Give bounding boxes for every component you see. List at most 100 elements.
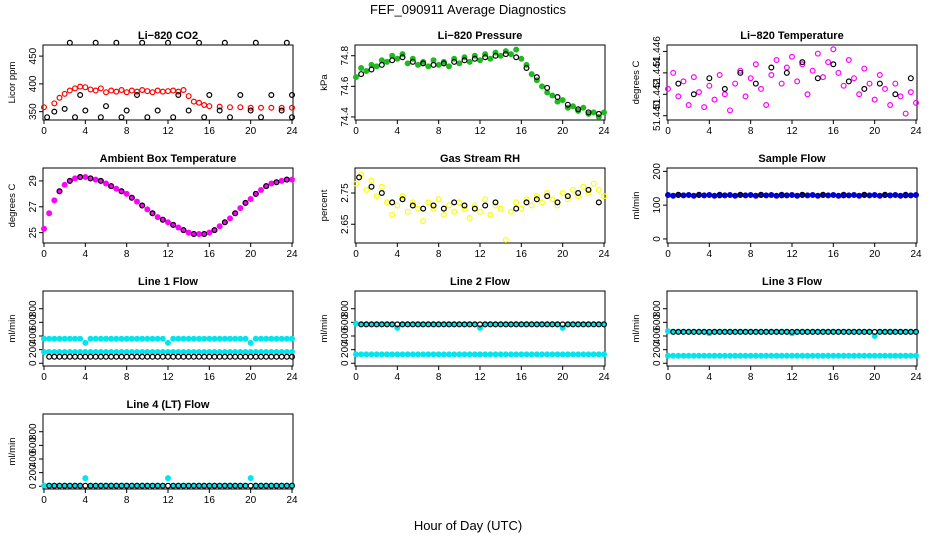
series-1	[358, 321, 607, 328]
y-axis-label: ml/min	[631, 192, 642, 220]
data-point	[108, 183, 115, 190]
data-point	[134, 198, 141, 205]
data-point	[92, 39, 99, 46]
data-point	[742, 192, 749, 199]
data-point	[804, 192, 811, 199]
data-point	[912, 352, 919, 359]
data-point	[580, 183, 587, 190]
data-point	[358, 71, 365, 78]
data-point	[216, 223, 223, 230]
data-point	[180, 335, 187, 342]
data-point	[273, 353, 280, 360]
data-point	[850, 75, 857, 82]
data-point	[492, 199, 499, 206]
data-point	[492, 202, 499, 209]
data-point	[912, 328, 919, 335]
data-point	[907, 352, 914, 359]
data-point	[404, 351, 411, 358]
data-point	[87, 175, 94, 182]
data-point	[508, 208, 515, 215]
data-point	[757, 85, 764, 92]
data-point	[726, 192, 733, 199]
data-point	[897, 93, 904, 100]
data-point	[664, 85, 671, 92]
data-point	[258, 335, 265, 342]
data-point	[711, 96, 718, 103]
data-point	[409, 199, 416, 206]
data-point	[706, 75, 713, 82]
data-point	[461, 205, 468, 212]
data-point	[196, 349, 203, 356]
data-point	[123, 349, 130, 356]
data-point	[670, 69, 677, 76]
y-tick-label: 29	[28, 175, 39, 187]
data-point	[590, 351, 597, 358]
data-point	[747, 75, 754, 82]
data-point	[497, 52, 504, 59]
data-point	[415, 61, 422, 68]
data-point	[871, 192, 878, 199]
y-tick-label: 200	[28, 341, 39, 358]
data-point	[175, 353, 182, 360]
data-point	[201, 101, 208, 108]
data-point	[237, 353, 244, 360]
data-point	[123, 89, 130, 96]
series-1	[675, 59, 914, 98]
data-point	[77, 83, 84, 90]
x-tick-label: 0	[41, 126, 47, 137]
data-point	[242, 335, 249, 342]
data-point	[466, 215, 473, 222]
data-point	[170, 353, 177, 360]
x-tick-label: 20	[245, 249, 257, 260]
x-tick-label: 8	[436, 126, 442, 137]
y-axis-label: ml/min	[7, 438, 18, 466]
figure-title: FEF_090911 Average Diagnostics	[370, 2, 567, 17]
data-point	[451, 351, 458, 358]
data-point	[819, 74, 826, 81]
data-point	[82, 107, 89, 114]
data-point	[118, 114, 125, 121]
data-point	[799, 192, 806, 199]
data-point	[149, 349, 156, 356]
data-point	[768, 352, 775, 359]
data-point	[71, 335, 78, 342]
data-point	[732, 192, 739, 199]
data-point	[788, 352, 795, 359]
data-point	[196, 353, 203, 360]
x-tick-label: 24	[910, 126, 922, 137]
data-point	[690, 192, 697, 199]
data-point	[752, 80, 759, 87]
data-point	[237, 104, 244, 111]
data-point	[232, 210, 239, 217]
x-tick-label: 0	[665, 126, 671, 137]
data-point	[61, 105, 68, 112]
data-point	[564, 196, 571, 203]
data-point	[554, 202, 561, 209]
data-point	[71, 349, 78, 356]
data-point	[113, 349, 120, 356]
data-point	[61, 349, 68, 356]
data-point	[206, 103, 213, 110]
data-point	[440, 205, 447, 212]
data-point	[242, 353, 249, 360]
data-point	[711, 352, 718, 359]
data-point	[538, 83, 545, 90]
data-point	[247, 475, 254, 482]
data-point	[482, 202, 489, 209]
data-point	[102, 349, 109, 356]
data-point	[435, 351, 442, 358]
data-point	[201, 353, 208, 360]
data-point	[66, 39, 73, 46]
x-tick-label: 0	[665, 372, 671, 383]
data-point	[446, 63, 453, 70]
data-point	[77, 174, 84, 181]
data-point	[97, 85, 104, 92]
data-point	[523, 199, 530, 206]
data-point	[206, 353, 213, 360]
data-point	[585, 190, 592, 197]
data-point	[664, 352, 671, 359]
data-point	[835, 192, 842, 199]
data-point	[804, 91, 811, 98]
data-point	[892, 80, 899, 87]
data-point	[283, 39, 290, 46]
